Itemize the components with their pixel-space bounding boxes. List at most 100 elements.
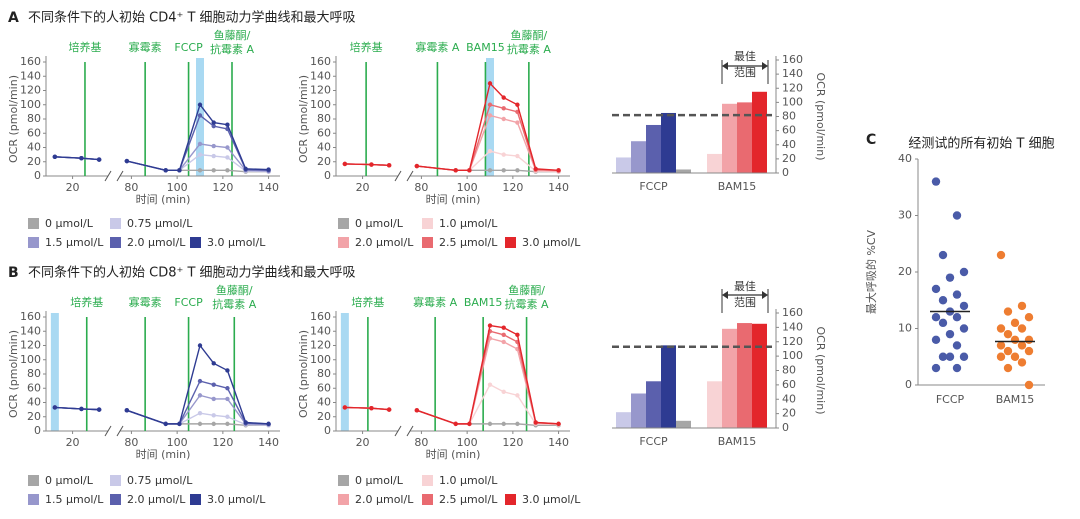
data-point [1010, 318, 1020, 328]
x-tick-label: 120 [502, 181, 523, 194]
data-point [501, 152, 506, 157]
legend-swatch [110, 494, 121, 505]
data-point [1003, 363, 1013, 373]
data-point [467, 421, 472, 427]
data-point [369, 162, 374, 167]
x-tick-label: 100 [167, 181, 188, 194]
y2-tick-label: 60 [782, 378, 796, 391]
y-tick-label: 40 [317, 396, 331, 409]
data-point [996, 250, 1006, 260]
data-point [938, 318, 948, 328]
legend-swatch [190, 237, 201, 248]
injection-label: 鱼藤酮/ [214, 28, 251, 42]
bar [752, 91, 767, 173]
data-point [225, 386, 230, 391]
data-point [453, 168, 458, 173]
legend-label: 0.75 μmol/L [127, 217, 193, 230]
bar [646, 124, 661, 173]
data-point [938, 296, 948, 305]
y-axis-label: OCR (pmol/min) [297, 330, 310, 418]
y2-tick-label: 100 [782, 349, 803, 362]
y-tick-label: 100 [310, 353, 331, 366]
panel-title: 不同条件下的人初始 CD8⁺ T 细胞动力学曲线和最大呼吸 [28, 265, 356, 281]
data-point [501, 389, 506, 395]
data-point [931, 284, 941, 294]
y2-tick-label: 40 [782, 138, 796, 151]
data-point [501, 325, 506, 330]
y-tick-label: 0 [34, 424, 41, 437]
legend-swatch [28, 237, 39, 248]
data-point [501, 339, 506, 345]
y2-tick-label: 0 [782, 166, 789, 179]
data-point [533, 420, 538, 425]
data-point [487, 168, 493, 173]
series-line [416, 81, 559, 171]
data-point [1003, 346, 1013, 356]
data-point [197, 152, 203, 157]
legend-swatch [28, 218, 39, 229]
data-point [501, 116, 506, 122]
data-point [52, 405, 58, 410]
y-tick-label: 120 [310, 84, 331, 97]
bar [661, 112, 676, 173]
axis-break [406, 170, 414, 182]
injection-label: 抗霉素 A [505, 297, 549, 311]
injection-label: 培养基 [70, 295, 103, 309]
x-axis-label: 时间 (min) [136, 448, 191, 461]
data-point [211, 123, 216, 129]
data-point [211, 413, 216, 418]
data-point [1017, 341, 1027, 350]
injection-label: BAM15 [464, 296, 503, 309]
data-point [177, 168, 182, 173]
data-point [342, 161, 348, 167]
axis-break [104, 170, 112, 182]
y-tick-label: 20 [317, 155, 331, 168]
legend-label: 3.0 μmol/L [207, 236, 266, 249]
data-point [945, 352, 955, 361]
injection-label: 寡霉素 A [415, 40, 459, 54]
panel-label: A [8, 10, 19, 26]
y2-tick-label: 120 [782, 335, 803, 348]
data-point [501, 106, 506, 111]
x-axis-label: 时间 (min) [426, 193, 481, 206]
legend-label: 1.5 μmol/L [45, 493, 104, 506]
x-tick-label: 20 [356, 181, 370, 194]
x-tick-label: 20 [66, 181, 80, 194]
legend-label: 2.0 μmol/L [127, 493, 186, 506]
y-tick-label: 100 [20, 353, 41, 366]
y-tick-label: 0 [905, 378, 912, 391]
legend-label: 0.75 μmol/L [127, 474, 193, 487]
category-label: FCCP [936, 393, 965, 406]
data-point [225, 122, 230, 127]
y2-tick-label: 40 [782, 392, 796, 405]
y-tick-label: 60 [317, 126, 331, 139]
injection-label: 抗霉素 A [507, 42, 551, 56]
data-point [225, 168, 230, 173]
data-point [211, 361, 216, 366]
y-tick-label: 160 [310, 55, 331, 68]
y2-tick-label: 0 [782, 421, 789, 434]
y-tick-label: 80 [317, 367, 331, 380]
y-tick-label: 140 [20, 324, 41, 337]
x-axis-label: 时间 (min) [136, 193, 191, 206]
y-tick-label: 100 [20, 98, 41, 111]
y-axis-label: 最大呼吸的 %CV [864, 229, 878, 314]
legend-label: 3.0 μmol/L [522, 236, 581, 249]
data-point [952, 290, 962, 299]
data-point [197, 393, 203, 398]
injection-label: 抗霉素 A [210, 42, 254, 56]
legend-swatch [422, 237, 433, 248]
data-point [501, 168, 506, 173]
data-point [467, 168, 472, 173]
y2-axis-label: OCR (pmol/min) [814, 327, 827, 415]
legend-swatch [338, 475, 349, 486]
legend-label: 0 μmol/L [45, 217, 94, 230]
data-point [487, 81, 493, 86]
y-tick-label: 40 [898, 152, 912, 165]
data-point [515, 393, 520, 398]
data-point [79, 155, 84, 161]
legend-swatch [28, 475, 39, 486]
data-point [996, 352, 1006, 361]
legend-label: 0 μmol/L [355, 474, 404, 487]
y2-tick-label: 160 [782, 53, 803, 66]
